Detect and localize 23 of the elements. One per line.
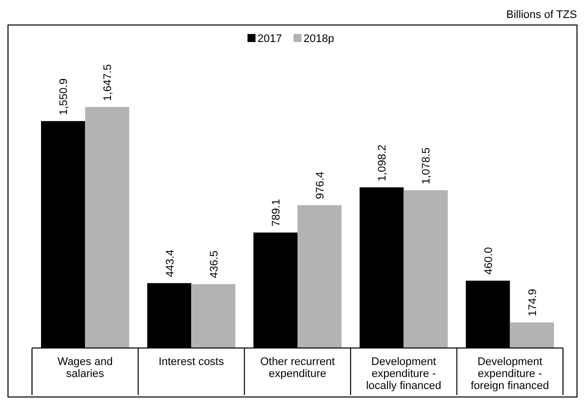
x-tick-label: Wages and salaries: [57, 356, 113, 380]
data-label: 1,550.9: [58, 78, 70, 116]
bar: [404, 190, 448, 348]
data-label: 789.1: [270, 199, 282, 227]
data-label: 1,647.5: [102, 64, 114, 101]
bar: [510, 322, 554, 348]
data-label: 1,098.2: [376, 144, 389, 182]
legend-label: 2017: [258, 33, 282, 45]
data-label: 443.4: [164, 250, 176, 278]
x-tick-label: Development expenditure - foreign financed: [470, 356, 550, 392]
data-label: 976.4: [314, 172, 327, 200]
bar: [85, 106, 130, 348]
data-label: 174.9: [526, 288, 539, 316]
legend-label: 2018p: [304, 33, 334, 45]
bar: [298, 205, 342, 348]
bar: [191, 284, 236, 348]
data-label: 436.5: [208, 250, 220, 278]
text: Billions of TZS: [506, 9, 577, 21]
x-tick-label: Interest costs: [158, 356, 225, 368]
x-tick-label: Other recurrent expenditure: [260, 356, 335, 380]
x-tick-label: Development expenditure - locally financed: [366, 356, 442, 392]
data-label: 460.0: [482, 247, 495, 275]
data-label: 1,078.5: [420, 148, 433, 184]
